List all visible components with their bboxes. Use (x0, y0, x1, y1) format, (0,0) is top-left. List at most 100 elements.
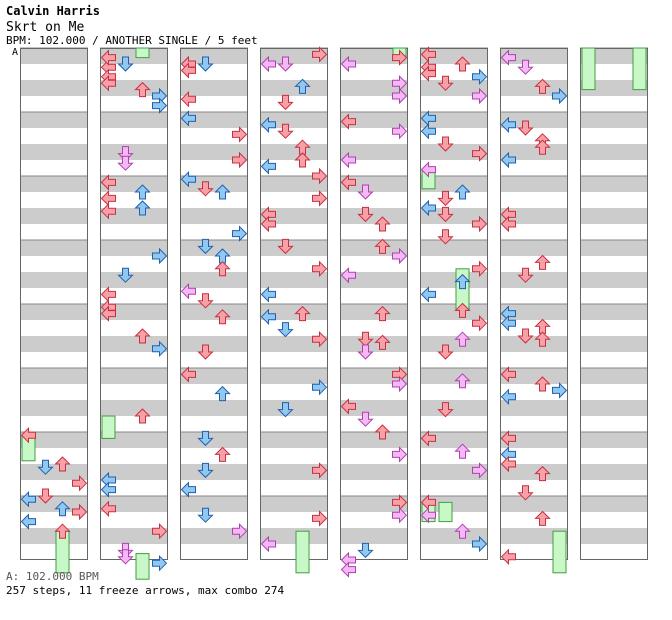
beat-stripe (180, 336, 248, 352)
beat-stripe (580, 48, 648, 64)
left-arrow (260, 215, 276, 233)
left-arrow (420, 65, 436, 82)
right-arrow (232, 522, 248, 540)
beat-stripe (260, 432, 328, 448)
down-arrow (197, 344, 214, 360)
right-arrow (392, 247, 408, 265)
left-arrow (420, 286, 436, 303)
column-border (500, 48, 568, 560)
left-arrow (100, 500, 116, 518)
beat-stripe (580, 80, 648, 96)
beat-stripe (260, 144, 328, 160)
up-arrow (534, 465, 551, 482)
up-arrow (54, 523, 71, 539)
beat-stripe (260, 80, 328, 96)
right-arrow (232, 225, 248, 242)
freeze-arrow (552, 530, 567, 574)
left-arrow (260, 55, 276, 73)
beat-stripe (580, 240, 648, 256)
right-arrow (392, 375, 408, 393)
beat-stripe (500, 400, 568, 416)
beat-stripe (420, 112, 488, 128)
beat-stripe (340, 112, 408, 128)
column-border (260, 48, 328, 560)
beat-stripe (260, 400, 328, 416)
down-arrow (517, 267, 534, 283)
left-arrow (180, 366, 196, 383)
beat-stripe (100, 144, 168, 160)
left-arrow (500, 366, 516, 383)
beat-stripe (420, 80, 488, 96)
beat-stripe (180, 80, 248, 96)
freeze-arrow (135, 47, 150, 59)
beat-stripe (420, 464, 488, 480)
left-arrow (500, 455, 516, 473)
up-arrow (534, 254, 551, 270)
up-arrow (454, 331, 471, 347)
left-arrow (260, 535, 276, 553)
beat-stripe (100, 176, 168, 192)
right-arrow (312, 167, 328, 185)
down-arrow (357, 344, 374, 360)
left-arrow (260, 116, 276, 134)
right-arrow (312, 510, 328, 527)
beat-stripe (420, 144, 488, 160)
beat-stripe (500, 240, 568, 256)
down-arrow (197, 430, 214, 447)
beat-stripe (100, 304, 168, 320)
right-arrow (552, 87, 568, 105)
beat-stripe (500, 496, 568, 512)
right-arrow (392, 506, 408, 524)
beat-stripe (20, 464, 88, 480)
up-arrow (454, 302, 471, 318)
beat-stripe (340, 368, 408, 384)
beat-stripe (20, 304, 88, 320)
beat-stripe (180, 432, 248, 448)
chart-column (180, 47, 248, 560)
up-arrow (454, 273, 471, 290)
down-arrow (357, 331, 374, 347)
left-arrow (180, 481, 196, 498)
right-arrow (232, 151, 248, 169)
beat-stripe (500, 272, 568, 288)
up-arrow (534, 139, 551, 155)
left-arrow (500, 116, 516, 134)
beat-stripe (260, 336, 328, 352)
up-arrow (454, 443, 471, 459)
up-arrow (374, 216, 391, 232)
chart-column (340, 47, 408, 560)
beat-stripe (420, 176, 488, 192)
beat-stripe (580, 304, 648, 320)
right-arrow (312, 260, 328, 278)
left-arrow (420, 161, 436, 178)
right-arrow (392, 446, 408, 463)
down-arrow (357, 206, 374, 223)
beat-stripe (100, 80, 168, 96)
song-title: Skrt on Me (6, 20, 85, 35)
right-arrow (392, 49, 408, 66)
up-arrow (454, 523, 471, 539)
left-arrow (100, 74, 116, 92)
left-arrow (500, 430, 516, 447)
left-arrow (20, 426, 36, 444)
beat-stripe (180, 368, 248, 384)
beat-stripe (20, 400, 88, 416)
right-arrow (472, 314, 488, 332)
beat-stripe (340, 272, 408, 288)
beat-stripe (180, 400, 248, 416)
beat-stripe (580, 144, 648, 160)
up-arrow (214, 184, 231, 200)
chart-info: BPM: 102.000 / ANOTHER SINGLE / 5 feet (6, 34, 258, 47)
beat-stripe (500, 432, 568, 448)
beat-stripe (180, 464, 248, 480)
section-marker: A (12, 47, 19, 58)
left-arrow (340, 55, 356, 73)
left-arrow (420, 430, 436, 447)
beat-stripe (260, 496, 328, 512)
down-arrow (37, 488, 54, 504)
down-arrow (197, 293, 214, 309)
down-arrow (277, 238, 294, 255)
right-arrow (312, 462, 328, 479)
down-arrow (437, 402, 454, 418)
